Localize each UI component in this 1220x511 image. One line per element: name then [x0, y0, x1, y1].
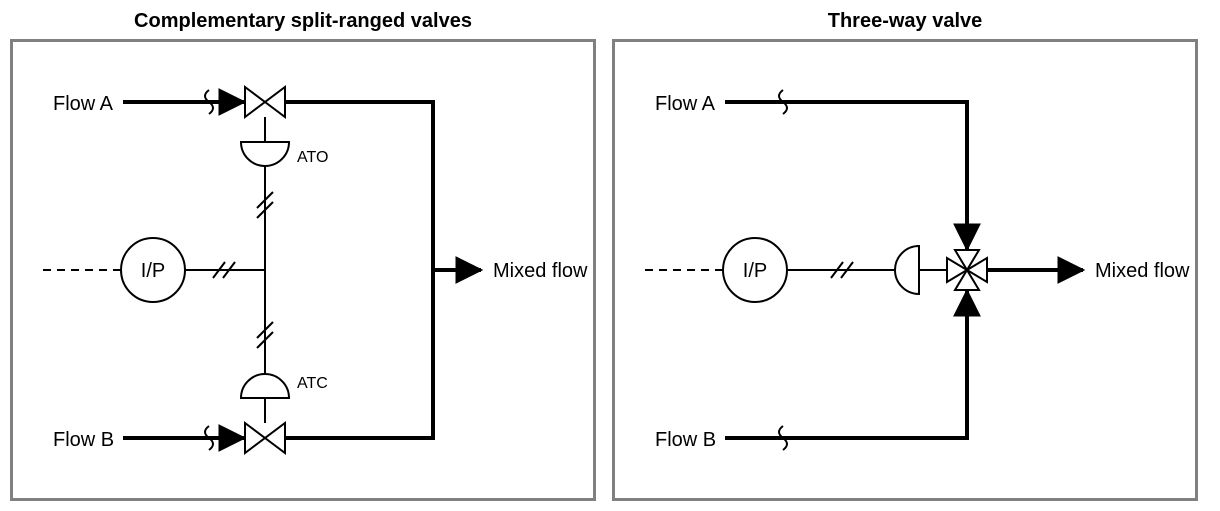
actuator-icon	[895, 246, 947, 294]
flow-a-label: Flow A	[655, 93, 716, 115]
mixed-label: Mixed flow	[1095, 260, 1190, 282]
valve-a-icon	[245, 87, 285, 117]
atc-label: ATC	[297, 375, 328, 392]
ip-label: I/P	[141, 260, 165, 282]
right-column: Three-way valve Flow A Flow B	[612, 10, 1198, 501]
flow-a-label: Flow A	[53, 93, 114, 115]
ato-label: ATO	[297, 149, 328, 166]
threeway-valve-icon	[947, 250, 987, 290]
flow-b-label: Flow B	[655, 429, 716, 451]
right-panel: Flow A Flow B	[612, 39, 1198, 501]
right-svg: Flow A Flow B	[615, 42, 1195, 498]
valve-b-icon	[245, 423, 285, 453]
flow-a-line	[205, 90, 244, 114]
actuator-b-icon	[241, 374, 289, 423]
flow-b-label: Flow B	[53, 429, 114, 451]
flow-a-pipe	[783, 102, 967, 249]
ip-label: I/P	[743, 260, 767, 282]
mixed-label: Mixed flow	[493, 260, 588, 282]
right-title: Three-way valve	[612, 10, 1198, 33]
flow-b-pipe	[783, 291, 967, 438]
left-column: Complementary split-ranged valves Flow A	[10, 10, 596, 501]
actuator-a-icon	[241, 117, 289, 166]
left-svg: Flow A Mixed flow Flow B	[13, 42, 593, 498]
left-panel: Flow A Mixed flow Flow B	[10, 39, 596, 501]
flow-b-line	[205, 426, 244, 450]
left-title: Complementary split-ranged valves	[10, 10, 596, 33]
diagram-wrap: Complementary split-ranged valves Flow A	[10, 10, 1210, 501]
